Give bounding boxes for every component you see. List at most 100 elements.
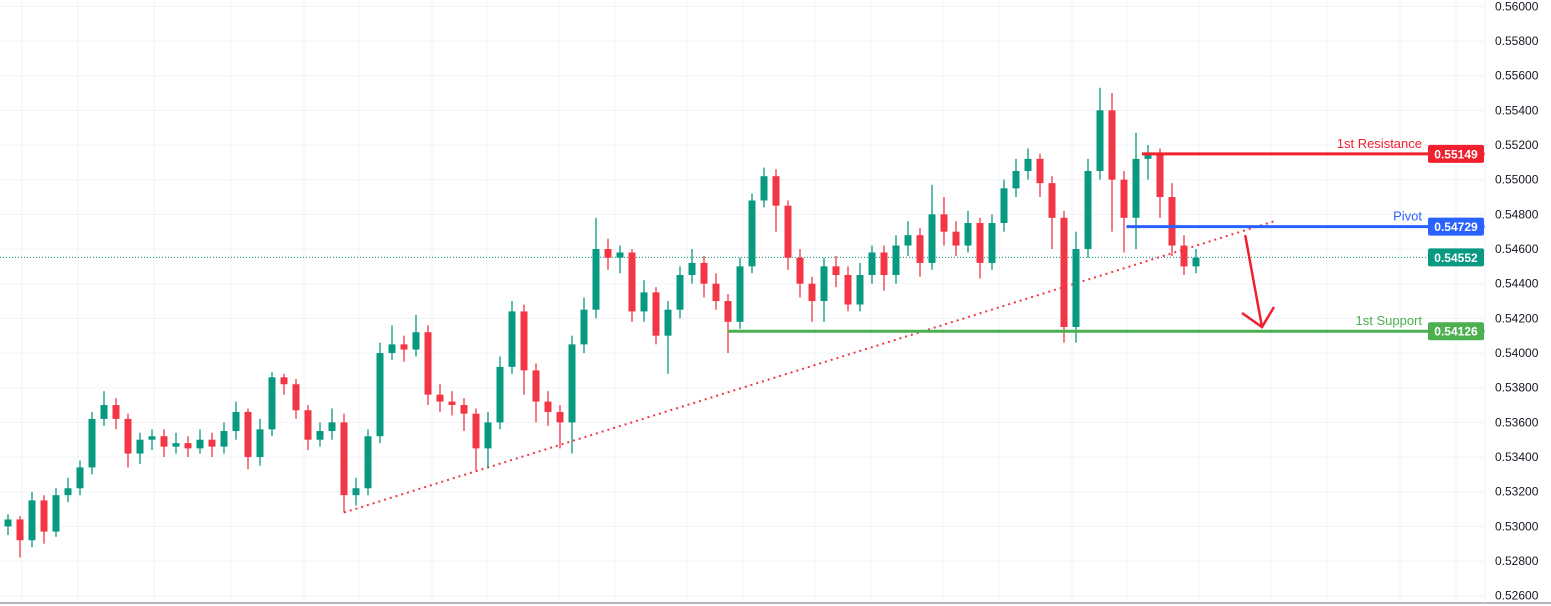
- candle: [784, 200, 792, 270]
- candle-body: [208, 439, 216, 447]
- candle: [712, 273, 720, 310]
- candle-body: [424, 332, 432, 395]
- candle-body: [1120, 179, 1128, 218]
- candle: [220, 422, 228, 454]
- candle: [856, 262, 864, 312]
- candle-body: [1168, 197, 1176, 246]
- candle: [940, 197, 948, 246]
- candle: [556, 405, 564, 449]
- candle: [628, 249, 636, 322]
- candle-body: [688, 262, 696, 276]
- candle-body: [652, 292, 660, 336]
- candle: [1084, 158, 1092, 258]
- candle-body: [1192, 257, 1200, 267]
- y-tick-label: 0.56000: [1495, 0, 1539, 13]
- candle-body: [124, 418, 132, 454]
- candle-body: [400, 344, 408, 350]
- candle: [472, 408, 480, 471]
- y-tick-label: 0.53400: [1495, 450, 1539, 464]
- price-badge: [1428, 217, 1484, 236]
- candle-body: [1180, 245, 1188, 267]
- candle: [1144, 145, 1152, 180]
- arrow-head-icon: [1241, 306, 1276, 329]
- y-tick-label: 0.54600: [1495, 242, 1539, 256]
- levels[interactable]: 1st Resistance 0.55149 Pivot 0.54729 1st Sup…: [728, 136, 1485, 341]
- candle: [796, 249, 804, 298]
- candle: [4, 514, 12, 536]
- candle-body: [196, 439, 204, 449]
- candle: [664, 301, 672, 374]
- candle: [760, 167, 768, 208]
- candle-body: [544, 401, 552, 412]
- candle: [1132, 132, 1140, 250]
- candle: [652, 287, 660, 345]
- candle: [328, 408, 336, 440]
- candle: [304, 405, 312, 451]
- candle: [532, 363, 540, 423]
- candle: [136, 432, 144, 464]
- candle-body: [1156, 153, 1164, 198]
- candle-body: [592, 249, 600, 310]
- candle-body: [148, 436, 156, 440]
- candle: [352, 477, 360, 506]
- candle-body: [952, 231, 960, 246]
- arrow-shaft[interactable]: [1243, 234, 1264, 328]
- trendline[interactable]: [343, 220, 1275, 514]
- candle-body: [64, 488, 72, 496]
- candle: [1048, 176, 1056, 250]
- candle-body: [1072, 249, 1080, 328]
- candle: [952, 221, 960, 256]
- candle-body: [808, 283, 816, 302]
- candle-body: [868, 252, 876, 276]
- candle-body: [664, 309, 672, 336]
- candle: [160, 429, 168, 458]
- candle: [928, 184, 936, 270]
- candle-body: [988, 223, 996, 263]
- y-tick-label: 0.54800: [1495, 207, 1539, 221]
- candle-body: [640, 292, 648, 312]
- candle: [844, 266, 852, 312]
- candle-body: [1012, 171, 1020, 189]
- candle: [40, 495, 48, 544]
- candle: [1120, 171, 1128, 253]
- candle: [388, 325, 396, 360]
- candle-body: [340, 422, 348, 496]
- candle-body: [244, 411, 252, 458]
- ascending-trendline[interactable]: [343, 220, 1275, 514]
- candle: [748, 193, 756, 274]
- candle-body: [844, 275, 852, 305]
- candle-body: [916, 235, 924, 263]
- candle-body: [220, 431, 228, 447]
- candle-body: [820, 266, 828, 302]
- candle: [112, 398, 120, 430]
- candle-body: [1024, 158, 1032, 172]
- candle-body: [28, 500, 36, 541]
- down-arrow-annotation[interactable]: [1241, 234, 1276, 329]
- candle: [1060, 210, 1068, 343]
- candle: [916, 228, 924, 277]
- price-axis[interactable]: 0.56000 0.55800 0.55600 0.55400 0.55200 0.550…: [1495, 0, 1539, 603]
- candle-body: [796, 257, 804, 284]
- candle-body: [532, 370, 540, 402]
- candle-body: [1144, 153, 1152, 159]
- level-label: 1st Resistance: [1337, 136, 1422, 151]
- candle: [460, 398, 468, 432]
- candle-body: [184, 443, 192, 449]
- candle-body: [628, 252, 636, 312]
- candle: [172, 432, 180, 454]
- candle-body: [376, 353, 384, 437]
- y-tick-label: 0.54200: [1495, 311, 1539, 325]
- candle: [688, 249, 696, 284]
- y-tick-label: 0.54000: [1495, 346, 1539, 360]
- level-label: Pivot: [1393, 209, 1422, 224]
- price-badge: [1428, 144, 1484, 163]
- candle-body: [16, 519, 24, 541]
- candle: [988, 214, 996, 270]
- candle: [436, 384, 444, 412]
- y-tick-label: 0.55000: [1495, 173, 1539, 187]
- candle: [256, 418, 264, 466]
- candle: [52, 488, 60, 537]
- candle: [1012, 158, 1020, 198]
- candle-body: [412, 332, 420, 350]
